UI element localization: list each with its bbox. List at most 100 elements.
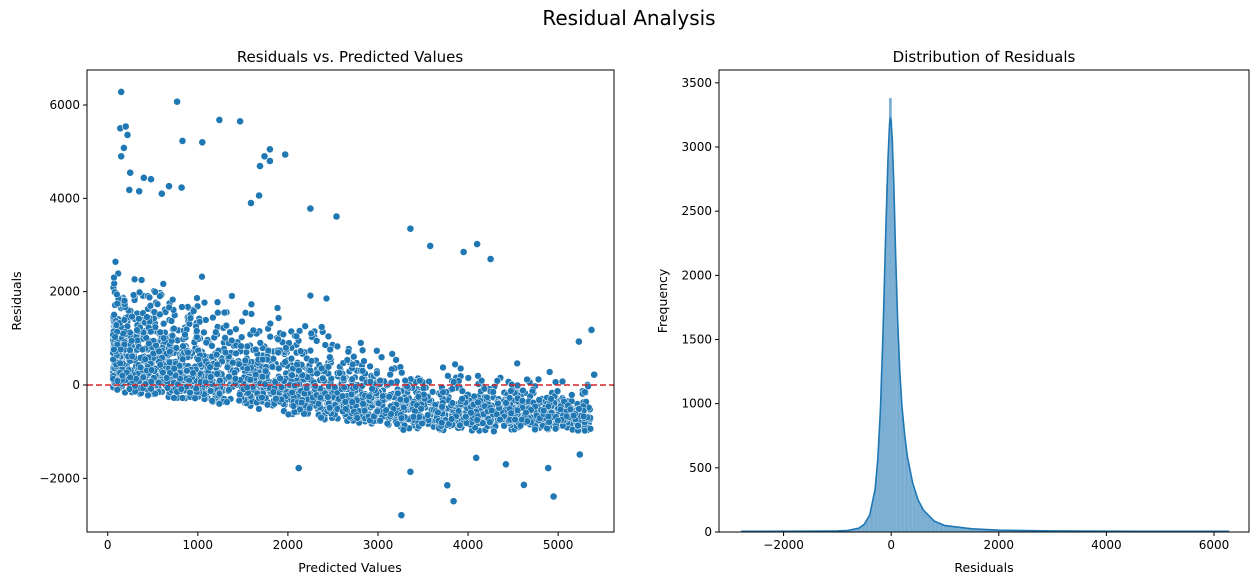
histogram-bar bbox=[894, 239, 896, 532]
histogram-bar bbox=[888, 98, 891, 532]
scatter-point bbox=[172, 344, 180, 352]
scatter-point bbox=[221, 348, 230, 357]
histogram-title: Distribution of Residuals bbox=[893, 48, 1076, 66]
scatter-point bbox=[160, 334, 168, 342]
x-tick-label: 1000 bbox=[183, 538, 214, 552]
scatter-point bbox=[212, 328, 220, 336]
scatter-point bbox=[225, 373, 233, 381]
scatter-point bbox=[326, 353, 334, 361]
scatter-point bbox=[358, 367, 367, 375]
scatter-point bbox=[366, 378, 375, 386]
scatter-point bbox=[155, 347, 163, 355]
scatter-point bbox=[486, 418, 494, 426]
scatter-point bbox=[147, 377, 155, 386]
scatter-point bbox=[274, 314, 283, 322]
scatter-point bbox=[414, 393, 423, 401]
scatter-point bbox=[153, 300, 162, 308]
scatter-point bbox=[458, 387, 467, 395]
scatter-point bbox=[208, 397, 216, 405]
scatter-point bbox=[202, 316, 210, 324]
scatter-point bbox=[120, 316, 129, 324]
scatter-point bbox=[139, 373, 147, 381]
scatter-point bbox=[376, 376, 384, 385]
histogram-bar bbox=[921, 507, 923, 532]
scatter-point bbox=[147, 366, 156, 374]
scatter-point bbox=[135, 315, 143, 323]
scatter-point bbox=[156, 310, 164, 319]
scatter-point bbox=[295, 366, 303, 375]
x-tick-label: 6000 bbox=[1199, 538, 1230, 552]
scatter-point bbox=[223, 398, 231, 406]
scatter-point bbox=[586, 425, 595, 433]
histogram-bar bbox=[931, 519, 934, 532]
scatter-point bbox=[373, 369, 381, 377]
scatter-point bbox=[236, 390, 244, 399]
scatter-point bbox=[276, 374, 284, 383]
scatter-point bbox=[370, 412, 378, 421]
scatter-point bbox=[448, 385, 456, 393]
scatter-outlier-point bbox=[574, 421, 582, 430]
scatter-outlier-point bbox=[125, 185, 134, 194]
scatter-point bbox=[215, 400, 223, 408]
histogram-bar bbox=[940, 523, 942, 532]
scatter-outlier-point bbox=[449, 497, 458, 506]
histogram-bar bbox=[930, 518, 933, 532]
scatter-point bbox=[202, 338, 210, 347]
scatter-point bbox=[258, 373, 267, 381]
scatter-point bbox=[159, 368, 167, 377]
scatter-outlier-point bbox=[443, 481, 452, 490]
scatter-point bbox=[186, 314, 195, 322]
scatter-point bbox=[238, 317, 246, 326]
scatter-point bbox=[516, 422, 525, 430]
scatter-point bbox=[547, 395, 555, 403]
scatter-point bbox=[206, 363, 214, 371]
scatter-point bbox=[209, 313, 217, 322]
scatter-point bbox=[581, 388, 589, 396]
scatter-point bbox=[190, 307, 198, 315]
scatter-point bbox=[500, 422, 508, 430]
scatter-point bbox=[133, 326, 141, 334]
scatter-point bbox=[394, 389, 402, 398]
y-tick-label: 3000 bbox=[681, 140, 712, 154]
histogram-y-label: Frequency bbox=[655, 268, 670, 333]
scatter-outlier-points bbox=[116, 88, 599, 520]
scatter-point bbox=[262, 367, 270, 375]
scatter-point bbox=[418, 419, 426, 428]
scatter-outlier-point bbox=[157, 189, 166, 198]
scatter-point bbox=[333, 342, 342, 351]
scatter-point bbox=[194, 355, 202, 364]
scatter-point bbox=[116, 359, 124, 367]
histogram-bar bbox=[927, 515, 930, 532]
histogram-bar bbox=[922, 509, 925, 532]
scatter-point bbox=[374, 399, 383, 407]
scatter-point bbox=[342, 405, 350, 413]
scatter-point bbox=[225, 386, 233, 394]
histogram-bar bbox=[896, 323, 899, 532]
scatter-point bbox=[137, 276, 146, 284]
scatter-point bbox=[274, 335, 282, 343]
scatter-point bbox=[193, 327, 201, 335]
scatter-point bbox=[479, 419, 487, 427]
scatter-outlier-point bbox=[520, 480, 528, 489]
histogram-bar bbox=[890, 98, 892, 532]
scatter-point bbox=[177, 385, 185, 393]
scatter-point bbox=[306, 366, 314, 375]
scatter-point bbox=[368, 385, 376, 393]
scatter-point bbox=[109, 355, 117, 364]
y-tick-label: 1500 bbox=[681, 333, 712, 347]
scatter-point bbox=[213, 370, 221, 378]
scatter-point bbox=[397, 414, 406, 422]
scatter-point bbox=[266, 333, 274, 341]
scatter-point bbox=[392, 356, 400, 364]
scatter-point bbox=[129, 291, 138, 299]
scatter-outlier-point bbox=[256, 162, 264, 170]
scatter-point bbox=[297, 347, 305, 355]
scatter-point bbox=[272, 395, 280, 403]
scatter-point bbox=[373, 407, 381, 415]
scatter-point bbox=[359, 400, 367, 408]
scatter-point bbox=[385, 393, 393, 401]
scatter-point bbox=[138, 345, 147, 354]
scatter-point bbox=[489, 388, 497, 396]
